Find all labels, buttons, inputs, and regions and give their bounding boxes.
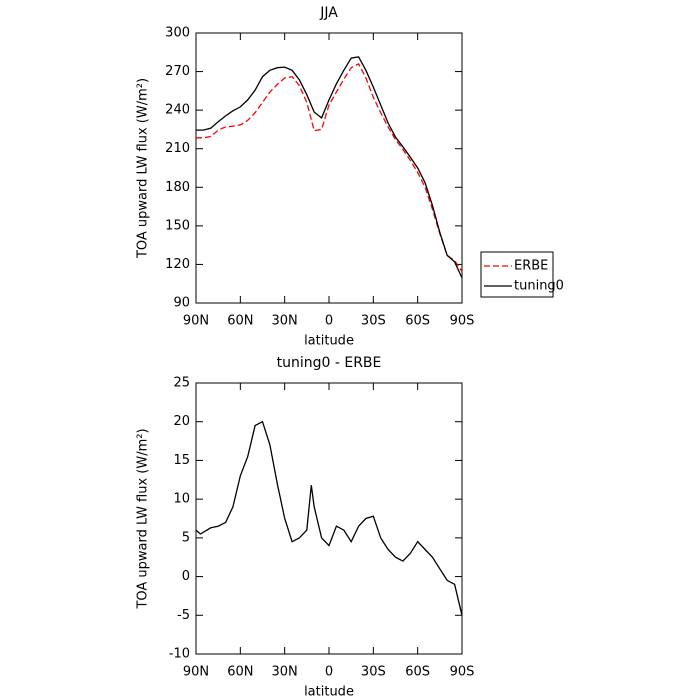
- y-tick-label: 180: [165, 180, 190, 195]
- y-tick-label: 0: [182, 569, 190, 584]
- chart-title: JJA: [319, 5, 338, 21]
- x-tick-label: 30S: [361, 665, 386, 680]
- y-tick-label: -10: [169, 647, 190, 662]
- x-tick-label: 0: [325, 314, 333, 329]
- line-series: [196, 63, 463, 272]
- line-series: [195, 420, 463, 616]
- y-tick-label: -5: [177, 608, 190, 623]
- y-tick-label: 240: [165, 103, 190, 118]
- y-axis-label: TOA upward LW flux (W/m²): [136, 78, 151, 259]
- y-tick-label: 150: [165, 218, 190, 233]
- x-tick-label: 30S: [361, 314, 386, 329]
- y-tick-label: 15: [173, 453, 190, 468]
- x-tick-label: 90N: [183, 665, 209, 680]
- y-tick-label: 210: [165, 141, 190, 156]
- legend-box: [480, 251, 554, 298]
- y-tick-label: 5: [182, 530, 190, 545]
- x-tick-label: 30N: [272, 314, 298, 329]
- y-tick-label: 10: [173, 492, 190, 507]
- y-tick-label: 270: [165, 64, 190, 79]
- plot-frame: [195, 32, 463, 304]
- x-tick-label: 0: [325, 665, 333, 680]
- y-tick-label: 120: [165, 257, 190, 272]
- x-tick-label: 60N: [227, 314, 253, 329]
- legend-label: tuning0: [514, 279, 564, 294]
- x-axis-label: latitude: [304, 334, 354, 349]
- y-tick-label: 20: [173, 414, 190, 429]
- y-axis-label: TOA upward LW flux (W/m²): [136, 428, 151, 609]
- x-tick-label: 60N: [227, 665, 253, 680]
- legend-label: ERBE: [514, 259, 548, 274]
- x-tick-label: 60S: [405, 665, 430, 680]
- y-tick-label: 300: [165, 26, 190, 41]
- x-tick-label: 90S: [450, 314, 475, 329]
- y-tick-label: 90: [173, 296, 190, 311]
- plot-frame: [195, 382, 463, 655]
- chart-title: tuning0 - ERBE: [277, 355, 382, 371]
- x-tick-label: 30N: [272, 665, 298, 680]
- x-tick-label: 90S: [450, 665, 475, 680]
- line-series: [196, 56, 463, 279]
- x-tick-label: 90N: [183, 314, 209, 329]
- y-tick-label: 25: [173, 376, 190, 391]
- x-tick-label: 60S: [405, 314, 430, 329]
- x-axis-label: latitude: [304, 685, 354, 700]
